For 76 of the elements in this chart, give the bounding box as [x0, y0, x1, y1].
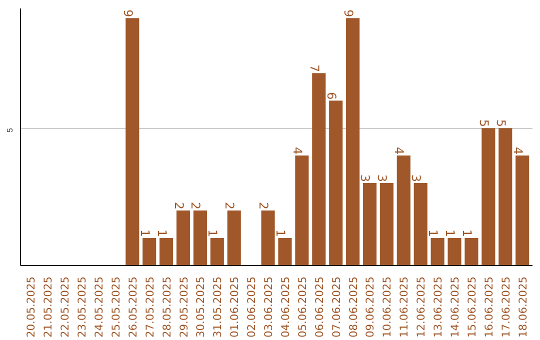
- data-label: 6: [324, 92, 338, 100]
- data-label: 1: [154, 229, 169, 238]
- bar: [210, 238, 224, 266]
- x-tick-label: 29.05.2025: [177, 276, 190, 338]
- x-tick-label: 09.06.2025: [364, 276, 377, 338]
- x-tick-label: 11.06.2025: [398, 276, 411, 338]
- bar: [362, 183, 377, 266]
- x-tick-label: 25.05.2025: [109, 276, 122, 338]
- bar: [396, 156, 410, 266]
- bar: [261, 210, 275, 266]
- bar: [193, 210, 207, 266]
- bar: [160, 238, 174, 266]
- x-tick-label: 18.06.2025: [516, 276, 530, 338]
- x-tick-label: 01.06.2025: [228, 276, 242, 338]
- bar: [329, 100, 343, 266]
- x-tick-label: 23.05.2025: [76, 276, 89, 338]
- x-tick-label: 06.06.2025: [312, 276, 326, 338]
- x-tick-label: 13.06.2025: [432, 276, 445, 338]
- bar: [312, 73, 326, 266]
- bar: [448, 238, 462, 266]
- x-tick-label: 24.05.2025: [92, 276, 106, 338]
- bar: [176, 210, 190, 266]
- bar: [414, 183, 428, 266]
- data-label: 2: [256, 202, 271, 210]
- data-label: 2: [172, 202, 186, 210]
- bar: [464, 238, 478, 266]
- data-label: 1: [206, 229, 220, 238]
- bar: [430, 238, 444, 266]
- x-tick-label: 21.05.2025: [42, 276, 55, 338]
- x-tick-label: 31.05.2025: [211, 276, 224, 338]
- data-label: 3: [409, 174, 424, 182]
- data-label: 5: [476, 119, 491, 128]
- data-label: 7: [307, 64, 322, 72]
- x-tick-label: 10.06.2025: [380, 276, 394, 338]
- data-label: 4: [290, 146, 304, 155]
- bar: [498, 128, 512, 266]
- data-label: 1: [273, 229, 288, 238]
- bar: [126, 18, 140, 266]
- x-tick-label: 02.06.2025: [245, 276, 258, 338]
- data-label: 9: [341, 9, 356, 18]
- x-tick-label: 05.06.2025: [296, 276, 309, 338]
- data-label: 1: [138, 229, 152, 238]
- data-label: 3: [375, 174, 390, 182]
- x-tick-label: 15.06.2025: [465, 276, 478, 338]
- data-label: 3: [358, 174, 372, 182]
- data-label: 2: [188, 202, 203, 210]
- data-label: 4: [510, 146, 525, 155]
- x-tick-label: 30.05.2025: [194, 276, 208, 338]
- x-tick-label: 14.06.2025: [448, 276, 462, 338]
- bar: [227, 210, 241, 266]
- data-label: 1: [460, 229, 474, 238]
- x-tick-label: 17.06.2025: [499, 276, 512, 338]
- x-tick-label: 20.05.2025: [24, 276, 38, 338]
- bar: [346, 18, 360, 266]
- x-tick-label: 12.06.2025: [414, 276, 428, 338]
- bar: [482, 128, 496, 266]
- x-tick-label: 08.06.2025: [346, 276, 360, 338]
- x-tick-label: 26.05.2025: [126, 276, 140, 338]
- x-tick-label: 22.05.2025: [58, 276, 72, 338]
- x-tick-label: 07.06.2025: [330, 276, 343, 338]
- data-label: 5: [494, 119, 508, 128]
- bar: [295, 156, 309, 266]
- bar: [516, 156, 530, 266]
- data-label: 2: [222, 202, 237, 210]
- x-tick-label: 16.06.2025: [482, 276, 496, 338]
- data-label: 4: [392, 146, 406, 155]
- x-tick-label: 28.05.2025: [160, 276, 174, 338]
- bar: [142, 238, 156, 266]
- bar: [278, 238, 292, 266]
- x-tick-label: 04.06.2025: [278, 276, 292, 338]
- bar: [380, 183, 394, 266]
- data-label: 1: [443, 229, 458, 238]
- x-tick-label: 03.06.2025: [262, 276, 276, 338]
- data-label: 9: [120, 9, 135, 18]
- data-label: 1: [426, 229, 440, 238]
- x-tick-label: 27.05.2025: [143, 276, 156, 338]
